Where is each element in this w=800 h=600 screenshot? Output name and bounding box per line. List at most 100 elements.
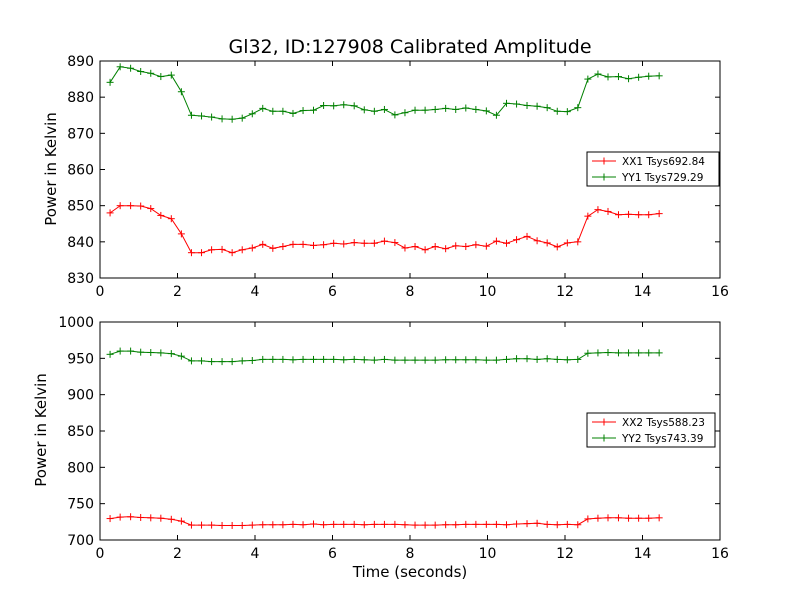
top-series-2-point xyxy=(330,102,338,110)
bottom-series-2-point xyxy=(604,349,612,357)
bottom-series-1-point xyxy=(523,520,531,528)
top-series-2-point xyxy=(584,75,592,83)
bottom-series-2-point xyxy=(563,356,571,364)
top-series-2-point xyxy=(401,109,409,117)
bottom-x-tick-label: 10 xyxy=(479,546,497,562)
top-x-tick-label: 16 xyxy=(711,284,729,300)
top-series-2-point xyxy=(147,69,155,77)
bottom-y-tick-label: 900 xyxy=(67,388,94,404)
top-series-1-point xyxy=(147,205,155,213)
bottom-y-tick-label: 850 xyxy=(67,424,94,440)
bottom-x-tick-label: 2 xyxy=(173,546,182,562)
top-series-1-point xyxy=(482,242,490,250)
bottom-x-tick-label: 8 xyxy=(406,546,415,562)
top-series-2-point xyxy=(360,106,368,114)
top-x-tick-label: 2 xyxy=(173,284,182,300)
bottom-series-2-point xyxy=(574,355,582,363)
top-series-2-point xyxy=(421,106,429,114)
bottom-series-2-point xyxy=(269,355,277,363)
top-series-1-point xyxy=(137,202,145,210)
top-y-axis-label: Power in Kelvin xyxy=(42,112,60,226)
bottom-series-2-point xyxy=(431,356,439,364)
bottom-legend-entry: XX2 Tsys588.23 xyxy=(592,417,705,429)
bottom-series-1-point xyxy=(502,521,510,529)
top-x-tick-label: 12 xyxy=(556,284,574,300)
bottom-series-2-point xyxy=(655,349,663,357)
bottom-x-tick-label: 0 xyxy=(96,546,105,562)
top-series-1-point xyxy=(248,244,256,252)
bottom-series-2-point xyxy=(157,349,165,357)
top-series-2-point xyxy=(502,99,510,107)
bottom-series-2-point xyxy=(167,350,175,358)
chart-title: Gl32, ID:127908 Calibrated Amplitude xyxy=(228,36,591,58)
bottom-series-1-point xyxy=(584,515,592,523)
bottom-series-1-point xyxy=(259,521,267,529)
top-series-1-point xyxy=(177,230,185,238)
top-series-1-point xyxy=(604,207,612,215)
bottom-series-1-point xyxy=(177,517,185,525)
bottom-series-2-point xyxy=(523,355,531,363)
top-series-1-point xyxy=(472,241,480,249)
top-series-2-point xyxy=(553,107,561,115)
bottom-series-1-point xyxy=(411,521,419,529)
bottom-series-2-point xyxy=(625,349,633,357)
bottom-series-1-point xyxy=(116,513,124,521)
top-series-2-point xyxy=(563,108,571,116)
top-series-1-point xyxy=(452,242,460,250)
bottom-series-1-point xyxy=(553,521,561,529)
top-series-2-point xyxy=(127,64,135,72)
top-series-2-point xyxy=(228,115,236,123)
top-series-1-point xyxy=(370,239,378,247)
top-series-2-point xyxy=(137,67,145,75)
top-series-1-point xyxy=(106,209,114,217)
bottom-series-2-point xyxy=(228,358,236,366)
top-series-2-point xyxy=(370,107,378,115)
bottom-series-2-point xyxy=(462,356,470,364)
top-series-2-point xyxy=(614,73,622,81)
bottom-subplot: Power in Kelvin Time (seconds) 0 2 4 6 8 10 12… xyxy=(32,315,729,581)
bottom-series-2-point xyxy=(259,355,267,363)
bottom-legend-box xyxy=(586,412,716,448)
top-legend-entry: YY1 Tsys729.29 xyxy=(592,172,703,184)
top-y-tick-label: 850 xyxy=(67,199,94,215)
top-series-1-point xyxy=(462,243,470,251)
bottom-series-2-point xyxy=(645,349,653,357)
bottom-y-axis-label: Power in Kelvin xyxy=(32,373,50,487)
bottom-series-1-point xyxy=(238,521,246,529)
top-series-1-point xyxy=(157,211,165,219)
bottom-x-tick-label: 16 xyxy=(711,546,729,562)
bottom-series-1-point xyxy=(350,520,358,528)
bottom-series-2-point xyxy=(208,358,216,366)
top-series-2-point xyxy=(238,114,246,122)
top-series-1-point xyxy=(238,246,246,254)
bottom-series-1-point xyxy=(614,514,622,522)
bottom-series-2-point xyxy=(442,356,450,364)
top-series-1-point xyxy=(421,246,429,254)
bottom-series-1-point xyxy=(452,521,460,529)
top-series-2-point xyxy=(655,72,663,80)
bottom-series-2-point xyxy=(360,356,368,364)
bottom-series-2-point xyxy=(411,356,419,364)
top-series-1-point xyxy=(259,240,267,248)
bottom-y-tick-label: 700 xyxy=(67,533,94,549)
top-y-tick-label: 870 xyxy=(67,126,94,142)
top-series-1-point xyxy=(614,211,622,219)
top-series-2-point xyxy=(635,73,643,81)
top-series-1-point xyxy=(340,240,348,248)
bottom-series-2-point xyxy=(370,356,378,364)
top-series-2-point xyxy=(462,104,470,112)
top-series-1-point xyxy=(553,243,561,251)
bottom-series-1-point xyxy=(228,521,236,529)
top-series-2-point xyxy=(604,73,612,81)
bottom-series-2-point xyxy=(198,357,206,365)
top-y-tick-label: 840 xyxy=(67,235,94,251)
top-series-2-point xyxy=(492,111,500,119)
top-series-1-point xyxy=(289,240,297,248)
bottom-series-1-point xyxy=(218,521,226,529)
top-series-1-point xyxy=(299,240,307,248)
bottom-series-2-point xyxy=(543,355,551,363)
top-series-1-point xyxy=(625,210,633,218)
top-series-1-point xyxy=(584,212,592,220)
bottom-series-2-point xyxy=(248,357,256,365)
